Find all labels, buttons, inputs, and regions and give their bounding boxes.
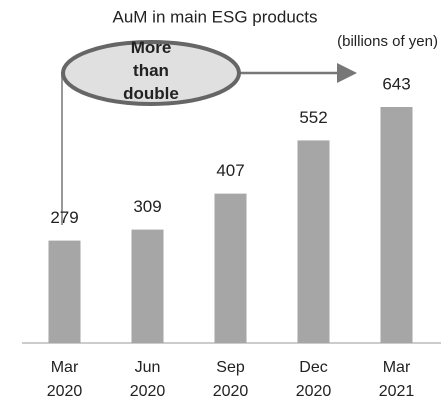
x-tick-label: Mar 2020 (47, 359, 83, 400)
data-label: 309 (133, 197, 161, 216)
bar (48, 240, 81, 343)
data-label: 407 (216, 161, 244, 180)
bar (297, 140, 330, 343)
chart-title: AuM in main ESG products (112, 7, 317, 26)
bar (380, 107, 413, 343)
data-label: 643 (382, 74, 410, 93)
bar (131, 229, 164, 343)
annotation: More than double (123, 38, 179, 103)
annotation-ellipse (61, 40, 241, 106)
x-tick-label: Dec 2020 (296, 359, 332, 400)
x-tick-label: Jun 2020 (130, 359, 166, 400)
chart-subtitle: (billions of yen) (337, 33, 438, 50)
arrow-left (61, 72, 64, 225)
data-label: 552 (299, 108, 327, 127)
bar (214, 193, 247, 343)
x-tick-label: Mar 2021 (379, 359, 415, 400)
x-tick-label: Sep 2020 (213, 359, 249, 400)
data-label: 279 (50, 208, 78, 227)
